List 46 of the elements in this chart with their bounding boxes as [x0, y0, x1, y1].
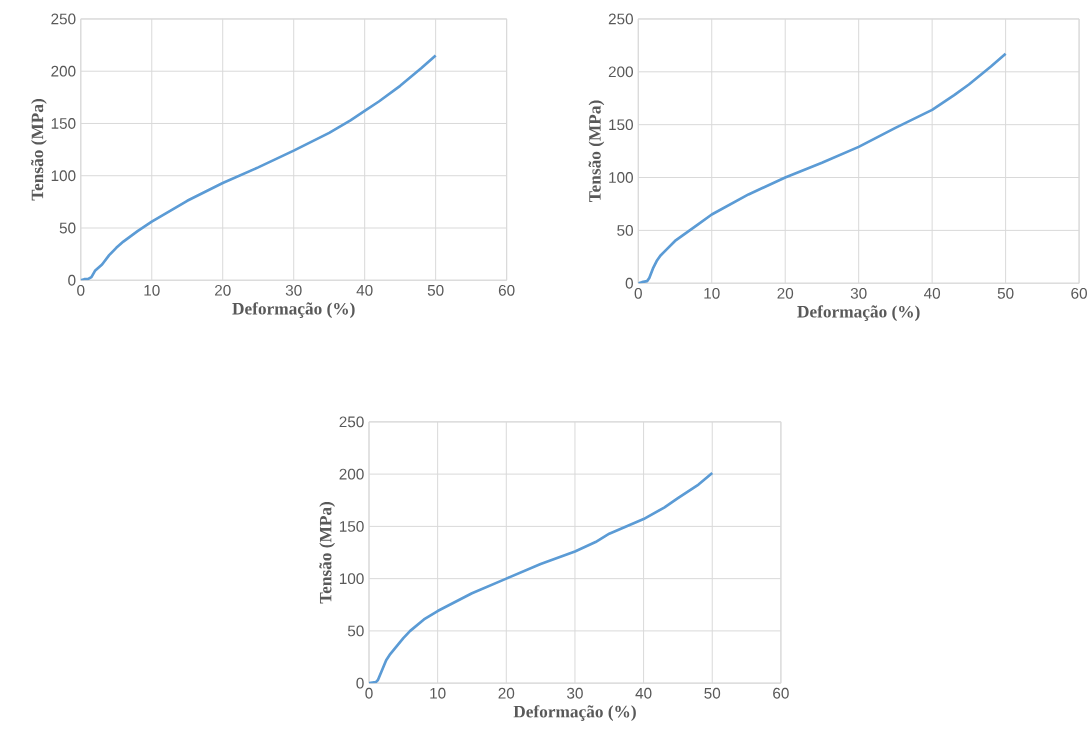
x-axis-title: Deformação (%) [513, 705, 636, 722]
line-series [80, 54, 437, 281]
y-tick-label: 50 [617, 224, 633, 236]
x-tick-label: 0 [634, 287, 642, 299]
x-tick-label: 0 [77, 284, 85, 296]
x-tick-label: 60 [498, 284, 515, 296]
y-tick-label: 200 [608, 66, 633, 78]
y-tick-label: 100 [339, 573, 364, 585]
y-tick-label: 200 [339, 468, 364, 480]
x-tick-label: 50 [704, 687, 721, 699]
y-tick-label: 0 [68, 274, 76, 286]
x-tick-label: 20 [498, 687, 515, 699]
x-tick-label: 60 [1071, 287, 1087, 299]
y-tick-label: 50 [59, 222, 76, 234]
y-tick-label: 150 [609, 119, 633, 131]
y-axis-title: Tensão (MPa) [31, 99, 47, 201]
y-tick-label: 0 [356, 677, 364, 689]
y-tick-label: 50 [347, 625, 364, 637]
y-tick-label: 100 [51, 170, 76, 182]
y-tick-label: 150 [51, 118, 76, 129]
y-tick-label: 200 [51, 65, 76, 77]
x-tick-label: 50 [997, 287, 1014, 299]
x-tick-label: 40 [635, 687, 652, 699]
y-tick-label: 250 [339, 416, 364, 428]
line-series [638, 52, 1007, 284]
x-axis-title: Deformação (%) [797, 305, 920, 322]
y-tick-label: 250 [51, 13, 76, 25]
x-tick-label: 10 [704, 287, 720, 299]
x-tick-label: 20 [777, 287, 794, 299]
x-tick-label: 30 [567, 687, 583, 699]
x-tick-label: 0 [365, 687, 373, 699]
y-tick-label: 250 [608, 13, 633, 25]
y-axis-title: Tensão (MPa) [319, 501, 335, 604]
y-tick-label: 150 [339, 520, 364, 532]
y-tick-label: 100 [609, 172, 633, 183]
x-tick-label: 50 [427, 284, 444, 296]
x-tick-label: 10 [430, 687, 446, 699]
x-tick-label: 20 [215, 284, 231, 296]
y-axis-title: Tensão (MPa) [588, 100, 605, 203]
x-axis-title: Deformação (%) [232, 302, 355, 319]
x-tick-label: 40 [924, 287, 941, 299]
x-tick-label: 30 [850, 287, 867, 299]
x-tick-label: 60 [773, 687, 789, 699]
x-tick-label: 30 [285, 284, 302, 296]
x-tick-label: 10 [144, 284, 160, 296]
x-tick-label: 40 [356, 284, 373, 296]
